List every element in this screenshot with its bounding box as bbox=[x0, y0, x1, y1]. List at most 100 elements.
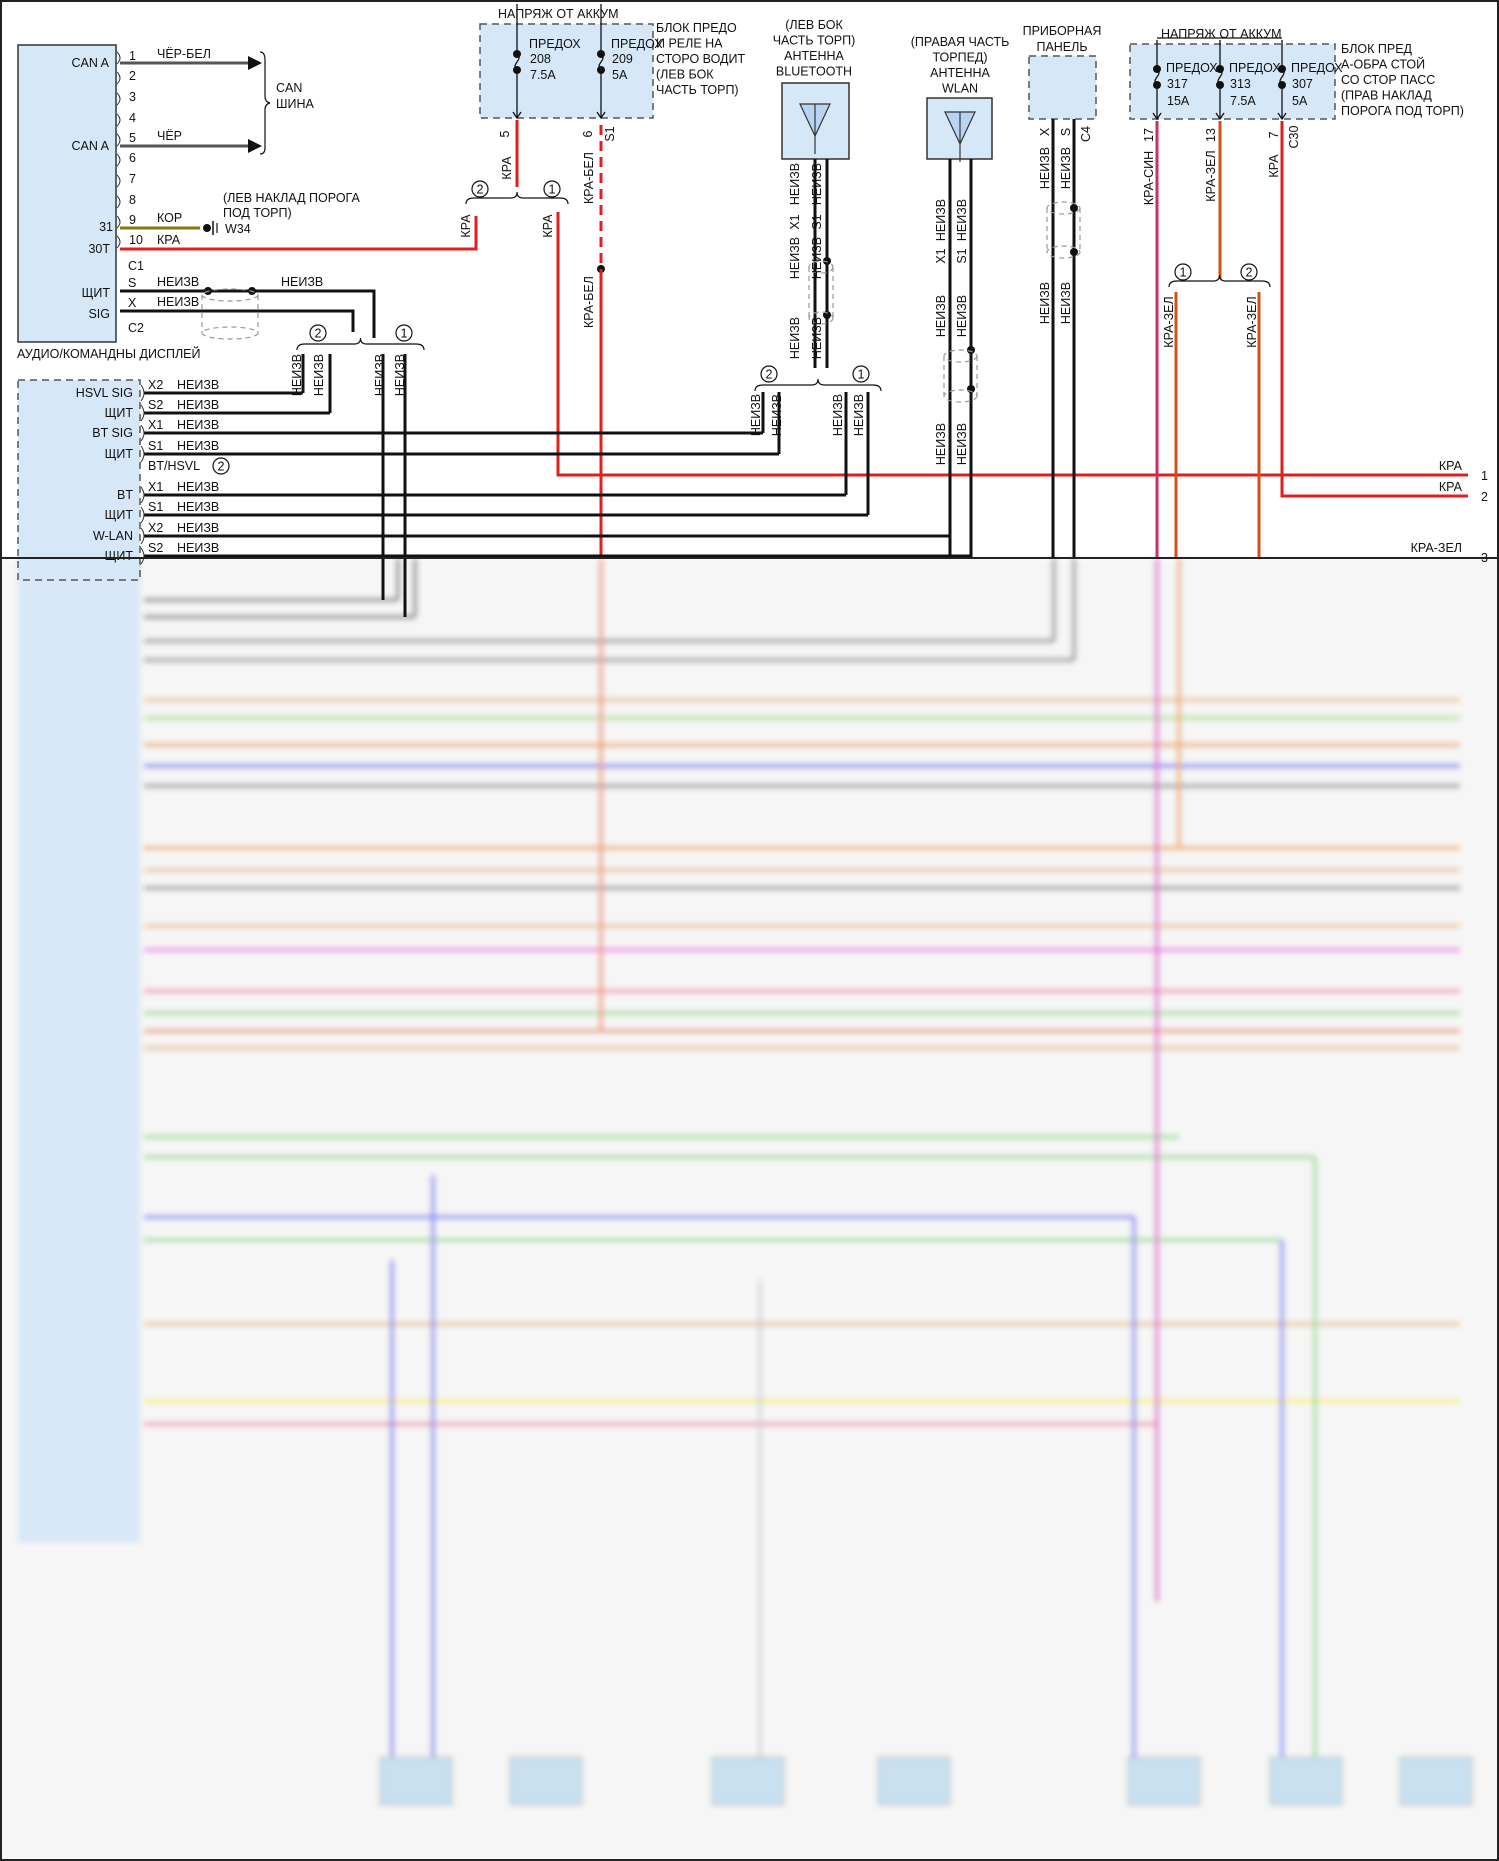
wire-color-label: НЕИЗВ bbox=[281, 275, 323, 289]
wire-color-label: КОР bbox=[157, 211, 182, 225]
pin-label: 30T bbox=[88, 242, 110, 256]
wire-color-label: НЕИЗВ bbox=[1038, 282, 1052, 324]
fuse-block-description: А-ОБРА СТОЙ bbox=[1341, 57, 1425, 72]
wire-color-label: КРА bbox=[1267, 154, 1281, 178]
can-bus-label: CAN bbox=[276, 81, 302, 95]
blurred-component bbox=[711, 1756, 785, 1806]
wire-color-label: НЕИЗВ bbox=[955, 423, 969, 465]
pin-number: 9 bbox=[129, 213, 136, 227]
connector-pin bbox=[116, 174, 121, 188]
pin-number: S bbox=[128, 276, 136, 290]
wire-color-label: НЕИЗВ bbox=[177, 439, 219, 453]
pin-number: 2 bbox=[1481, 490, 1488, 504]
audio-display-module bbox=[17, 44, 117, 343]
wire-color-label: НЕИЗВ bbox=[810, 163, 824, 205]
fuse-number: 317 bbox=[1167, 77, 1188, 91]
wire-color-label: НЕИЗВ bbox=[955, 295, 969, 337]
wire-color-label: КРА bbox=[541, 214, 555, 238]
pin-label: ЩИТ bbox=[105, 447, 134, 461]
arrow-down-icon bbox=[596, 111, 606, 120]
wire-color-label: НЕИЗВ bbox=[788, 317, 802, 359]
component-title: BLUETOOTH bbox=[776, 65, 852, 79]
wire-color-label: НЕИЗВ bbox=[831, 394, 845, 436]
pin-number: 17 bbox=[1142, 128, 1156, 142]
splice-number-circle bbox=[1174, 263, 1192, 281]
pin-label: CAN A bbox=[71, 139, 109, 153]
connector-pin bbox=[116, 235, 121, 249]
terminal-id: X1 bbox=[934, 248, 948, 263]
blurred-component bbox=[379, 1756, 453, 1806]
terminal-id: S2 bbox=[148, 398, 163, 412]
wire-color-label: КРА-ЗЕЛ bbox=[1204, 150, 1218, 201]
fuse-block-description: (ЛЕВ БОК bbox=[656, 68, 714, 82]
fuse-block-title: НАПРЯЖ ОТ АККУМ bbox=[1161, 27, 1282, 41]
component-title: WLAN bbox=[942, 82, 978, 96]
wire-color-label: НЕИЗВ bbox=[177, 480, 219, 494]
pin-number: 7 bbox=[1267, 131, 1281, 138]
pin-number: 8 bbox=[129, 193, 136, 207]
terminal-id: X1 bbox=[148, 418, 163, 432]
terminal-id: S1 bbox=[148, 500, 163, 514]
splice-number: 2 bbox=[766, 368, 773, 382]
connector-pin bbox=[116, 51, 121, 65]
terminal-id: X1 bbox=[148, 480, 163, 494]
bt-wlan-module bbox=[17, 379, 141, 581]
splice-number: 2 bbox=[1246, 266, 1253, 280]
terminal-id: S bbox=[1059, 128, 1073, 136]
pin-label: SIG bbox=[88, 307, 110, 321]
connector-pin bbox=[140, 445, 145, 463]
wire-color-label: НЕИЗВ bbox=[1059, 147, 1073, 189]
connector-pin bbox=[140, 404, 145, 422]
wire-color-label: НЕИЗВ bbox=[810, 317, 824, 359]
splice-number-circle bbox=[471, 180, 489, 198]
terminal-id: S2 bbox=[148, 541, 163, 555]
splice-number-circle bbox=[543, 180, 561, 198]
wire-color-label: КРА-БЕЛ bbox=[582, 152, 596, 204]
ground-location: ПОД ТОРП) bbox=[223, 206, 292, 220]
blurred-lower-diagram bbox=[0, 558, 1499, 1861]
wire-color-label: КРА-БЕЛ bbox=[582, 276, 596, 328]
wire-30t-power bbox=[120, 216, 478, 251]
wire-color-label: НЕИЗВ bbox=[177, 521, 219, 535]
component-title: (ПРАВАЯ ЧАСТЬ bbox=[911, 35, 1010, 49]
fuse-rating: 5A bbox=[612, 68, 628, 82]
pin-number: 6 bbox=[129, 151, 136, 165]
component-title: ТОРПЕД) bbox=[932, 51, 987, 65]
pin-number: 7 bbox=[129, 172, 136, 186]
pin-label: ЩИТ bbox=[105, 508, 134, 522]
terminal-id: S1 bbox=[148, 439, 163, 453]
wire-power-2 bbox=[1280, 121, 1468, 498]
module-body bbox=[18, 558, 140, 1543]
splice-number: 1 bbox=[858, 368, 865, 382]
terminal-id: X1 bbox=[788, 214, 802, 229]
wire-color-label: НЕИЗВ bbox=[934, 295, 948, 337]
splice-number-circle bbox=[395, 324, 413, 342]
connector-pin bbox=[116, 215, 121, 229]
shield-icon bbox=[808, 311, 834, 325]
component-title: ПРИБОРНАЯ bbox=[1023, 24, 1102, 38]
component-title: АНТЕННА bbox=[784, 49, 844, 63]
pin-number: S1 bbox=[603, 126, 617, 141]
can-bus-label: ШИНА bbox=[276, 97, 314, 111]
blurred-component bbox=[1399, 1756, 1473, 1806]
wire-color-label: КРА bbox=[500, 156, 514, 180]
pin-number: 3 bbox=[129, 90, 136, 104]
blurred-component bbox=[509, 1756, 583, 1806]
splice-number-circle bbox=[309, 324, 327, 342]
arrow-down-icon bbox=[1215, 112, 1225, 121]
wire-color-label: НЕИЗВ bbox=[373, 354, 387, 396]
fuse-block-description: (ПРАВ НАКЛАД bbox=[1341, 89, 1432, 103]
pin-number: 2 bbox=[129, 69, 136, 83]
splice-number: 1 bbox=[549, 183, 556, 197]
fuse-rating: 5A bbox=[1292, 94, 1308, 108]
pin-label: BT SIG bbox=[92, 426, 133, 440]
connector-pin bbox=[140, 424, 145, 442]
connector-pin bbox=[140, 486, 145, 504]
wire-color-label: НЕИЗВ bbox=[312, 354, 326, 396]
fuse-rating: 15A bbox=[1167, 94, 1190, 108]
splice-number-circle bbox=[760, 365, 778, 383]
wire-color-label: НЕИЗВ bbox=[393, 354, 407, 396]
instrument-panel bbox=[1028, 55, 1097, 120]
splice-number: 1 bbox=[401, 327, 408, 341]
splice-number-circle bbox=[212, 457, 230, 475]
